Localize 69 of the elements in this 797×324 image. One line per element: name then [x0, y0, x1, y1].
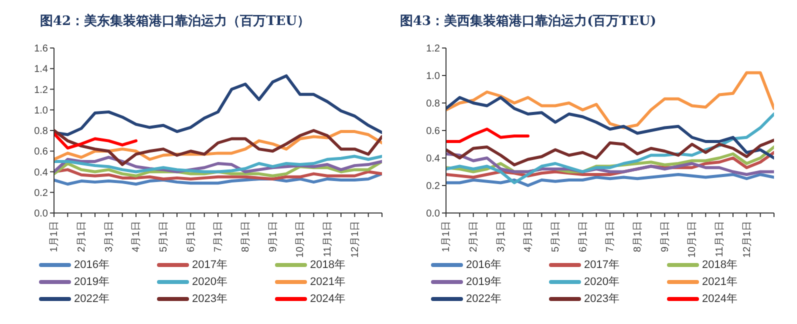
line-series [54, 129, 382, 166]
y-tick-label: 0.4 [426, 154, 440, 165]
x-tick-label: 6月1日 [186, 221, 197, 252]
line-series [54, 172, 382, 186]
legend-label: 2021年 [702, 275, 738, 289]
line-series [446, 112, 774, 184]
y-tick-label: 1.0 [34, 105, 48, 116]
x-tick-label: 10月1日 [295, 221, 306, 258]
x-tick-label: 3月1日 [496, 221, 507, 252]
x-tick-label: 8月1日 [240, 221, 252, 252]
x-tick-label: 2月1日 [76, 221, 88, 252]
x-tick-label: 2月1日 [468, 221, 480, 252]
x-tick-label: 7月1日 [213, 221, 224, 252]
x-tick-label: 5月1日 [158, 221, 170, 252]
x-tick-label: 4月1日 [523, 221, 534, 252]
y-tick-label: 1.4 [34, 64, 48, 76]
y-tick-label: 1.6 [34, 44, 48, 55]
legend-label: 2019年 [466, 275, 502, 289]
x-tick-label: 1月1日 [441, 221, 452, 252]
x-tick-label: 7月1日 [605, 221, 616, 252]
legend-label: 2020年 [584, 275, 620, 289]
legend-label: 2024年 [310, 292, 346, 306]
y-tick-label: 0.6 [426, 126, 440, 138]
line-series [446, 138, 774, 166]
legend-label: 2019年 [74, 275, 110, 289]
chart-title: 图42：美东集装箱港口靠泊运力（百万TEU） [39, 12, 312, 31]
legend-label: 2018年 [702, 258, 738, 272]
x-tick-label: 11月1日 [322, 221, 334, 257]
y-tick-label: 0.0 [34, 208, 48, 220]
legend-label: 2022年 [74, 292, 110, 306]
legend-label: 2021年 [310, 275, 346, 289]
legend-label: 2016年 [74, 258, 110, 272]
y-tick-label: 0.8 [426, 98, 440, 110]
legend-label: 2023年 [192, 292, 228, 306]
x-tick-label: 9月1日 [660, 221, 671, 252]
legend-label: 2022年 [466, 292, 502, 306]
y-tick-label: 0.2 [426, 181, 440, 192]
legend-label: 2020年 [192, 275, 228, 289]
legend-label: 2017年 [584, 258, 620, 272]
x-tick-label: 5月1日 [550, 221, 562, 252]
line-series [446, 128, 530, 143]
x-tick-label: 4月1日 [131, 221, 142, 252]
chart-title: 图43：美西集装箱港口靠泊运力(百万TEU) [400, 12, 658, 31]
legend-label: 2024年 [702, 292, 738, 306]
line-series [446, 96, 774, 160]
x-tick-label: 3月1日 [104, 221, 115, 252]
y-tick-label: 0.8 [34, 126, 48, 138]
y-tick-label: 1.2 [426, 44, 440, 55]
y-tick-label: 1.0 [426, 71, 440, 82]
y-tick-label: 0.2 [34, 188, 48, 199]
legend-label: 2018年 [310, 258, 346, 272]
legend-label: 2016年 [466, 258, 502, 272]
x-tick-label: 11月1日 [714, 221, 726, 257]
y-tick-label: 0.4 [34, 167, 48, 178]
x-tick-label: 8月1日 [632, 221, 644, 252]
legend-label: 2017年 [192, 258, 228, 272]
line-series [446, 71, 774, 130]
x-tick-label: 6月1日 [578, 221, 589, 252]
line-series [446, 173, 774, 187]
x-tick-label: 12月1日 [742, 221, 753, 258]
x-tick-label: 12月1日 [350, 221, 361, 258]
legend-label: 2023年 [584, 292, 620, 306]
y-tick-label: 0.0 [426, 208, 440, 220]
x-tick-label: 1月1日 [49, 221, 60, 252]
x-tick-label: 10月1日 [687, 221, 698, 258]
x-tick-label: 9月1日 [268, 221, 279, 252]
y-tick-label: 0.6 [34, 146, 48, 158]
y-tick-label: 1.2 [34, 84, 48, 96]
line-series [54, 132, 138, 150]
